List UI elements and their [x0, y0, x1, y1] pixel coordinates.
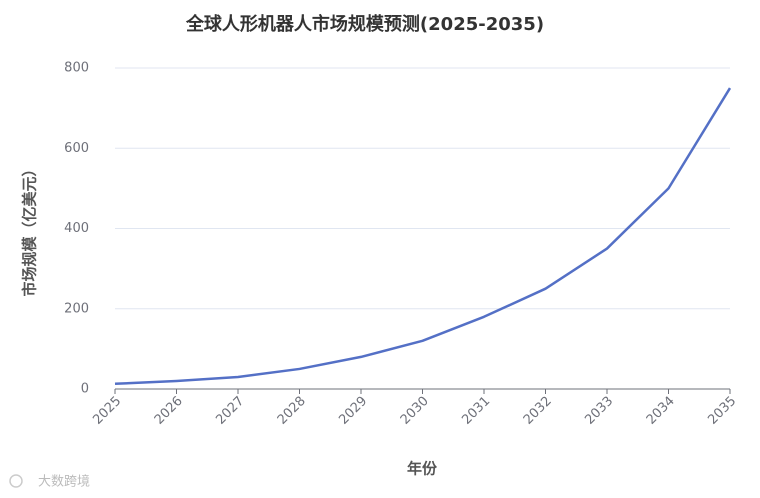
- watermark-icon: [9, 474, 23, 488]
- line-series: [114, 87, 732, 386]
- x-tick-label: 2025: [90, 394, 124, 428]
- x-tick-label: 2028: [275, 394, 309, 428]
- y-tick-label: 600: [64, 141, 89, 156]
- y-tick-label: 800: [64, 61, 89, 76]
- x-tick-label: 2033: [582, 394, 616, 428]
- chart-title: 全球人形机器人市场规模预测(2025-2035): [185, 13, 544, 35]
- x-tick-label: 2026: [152, 394, 186, 428]
- x-tick-label: 2030: [398, 394, 432, 428]
- x-tick-label: 2034: [644, 394, 678, 428]
- x-tick-label: 2029: [336, 394, 370, 428]
- x-tick-label: 2035: [705, 394, 739, 428]
- y-tick-label: 200: [64, 301, 89, 316]
- y-tick-label: 0: [81, 382, 89, 397]
- x-axis-title: 年份: [407, 460, 438, 478]
- x-tick-label: 2027: [213, 394, 247, 428]
- x-tick-label: 2031: [459, 394, 493, 428]
- x-tick-label: 2032: [521, 394, 555, 428]
- y-axis-title: 市场规模（亿美元）: [21, 161, 39, 296]
- watermark: 大数跨境: [38, 475, 90, 490]
- y-tick-label: 400: [64, 221, 89, 236]
